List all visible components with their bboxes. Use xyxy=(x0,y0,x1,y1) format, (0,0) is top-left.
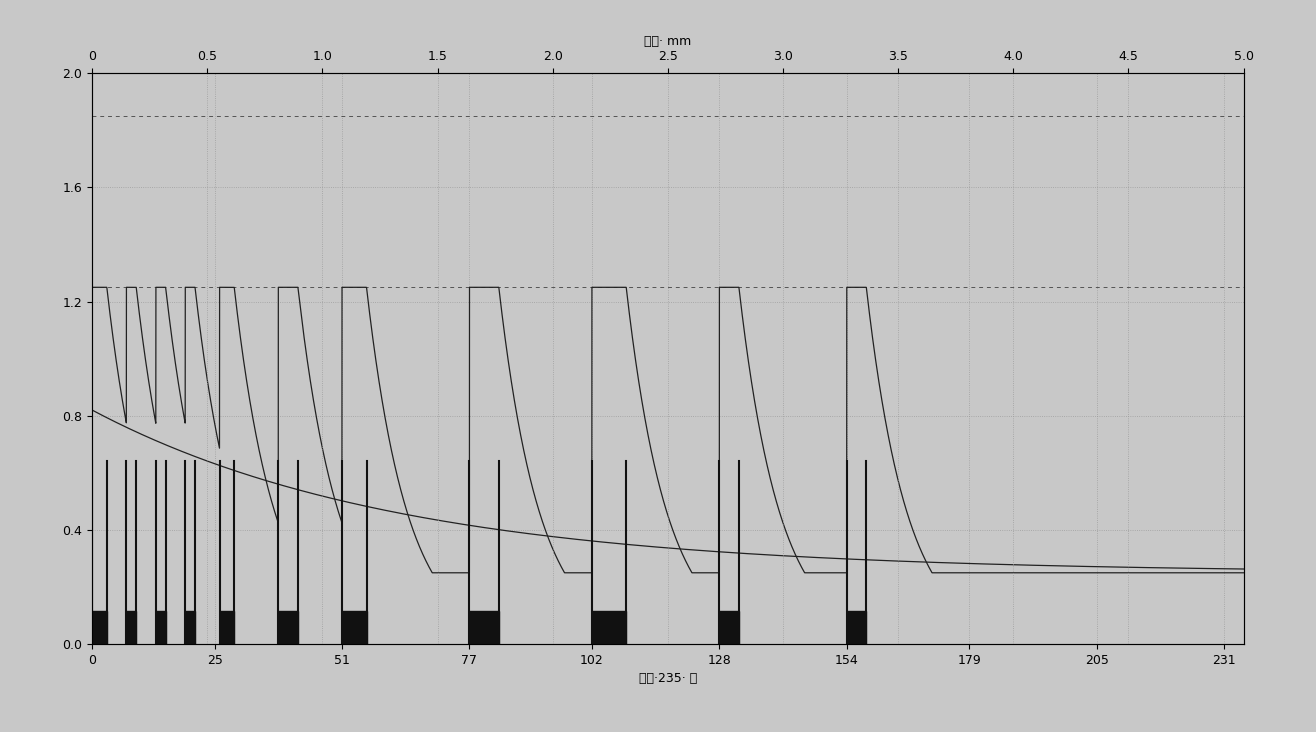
Bar xyxy=(155,611,166,644)
Bar xyxy=(126,611,137,644)
Bar xyxy=(220,611,234,644)
Bar xyxy=(342,611,367,644)
Bar xyxy=(92,611,107,644)
Bar xyxy=(278,611,297,644)
X-axis label: 深度· mm: 深度· mm xyxy=(645,35,691,48)
Bar xyxy=(470,611,499,644)
Bar xyxy=(592,611,626,644)
Bar xyxy=(186,611,195,644)
Bar xyxy=(846,611,866,644)
Bar xyxy=(720,611,738,644)
X-axis label: 时间·235· 分: 时间·235· 分 xyxy=(638,673,697,685)
